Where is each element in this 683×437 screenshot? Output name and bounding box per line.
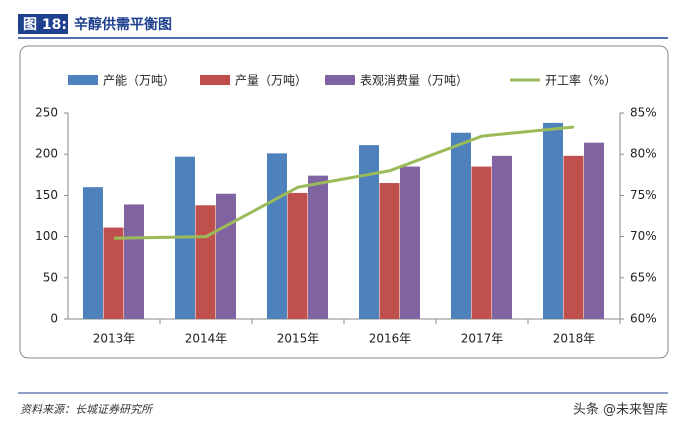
bar: [359, 145, 379, 319]
label-box: [18, 14, 68, 34]
x-tick-label: 2015年: [277, 332, 320, 346]
bar: [216, 193, 236, 319]
y-tick-label: 0: [50, 312, 58, 326]
bar: [287, 192, 308, 319]
y2-tick-label: 75%: [630, 188, 657, 202]
bar: [195, 205, 216, 319]
y-tick-label: 200: [35, 147, 58, 161]
source: 资料来源：长城证券研究所: [20, 403, 154, 416]
bar: [267, 153, 287, 319]
figure-title: 辛醇供需平衡图: [74, 16, 172, 33]
y-tick-label: 150: [35, 188, 58, 202]
watermark: 头条 @未来智库: [573, 402, 668, 418]
figure-label: 图 18:: [23, 17, 67, 33]
legend-label: 产量（万吨）: [235, 74, 307, 88]
bar: [543, 122, 563, 319]
y2-tick-label: 80%: [630, 147, 657, 161]
legend-label: 表观消费量（万吨）: [360, 74, 468, 88]
x-tick-label: 2013年: [93, 332, 136, 346]
legend-label: 产能（万吨）: [103, 74, 175, 88]
legend-label: 开工率（%）: [545, 73, 616, 88]
bar: [471, 166, 492, 319]
bar: [451, 132, 471, 319]
legend-swatch: [68, 75, 98, 85]
bar: [308, 175, 328, 319]
x-tick-label: 2016年: [369, 332, 412, 346]
legend-swatch: [325, 75, 355, 85]
y2-tick-label: 85%: [630, 106, 657, 120]
y2-tick-label: 65%: [630, 270, 657, 284]
bar: [379, 183, 400, 319]
x-tick-label: 2018年: [553, 332, 596, 346]
bar: [563, 155, 584, 319]
y-tick-label: 50: [43, 270, 58, 284]
bar: [124, 204, 144, 319]
bar: [492, 155, 512, 319]
line-series: [113, 125, 575, 240]
bar: [584, 142, 604, 319]
x-tick-label: 2017年: [461, 332, 504, 346]
y2-tick-label: 70%: [630, 229, 657, 243]
bar: [103, 227, 124, 319]
y-tick-label: 100: [35, 229, 58, 243]
y-tick-label: 250: [35, 106, 58, 120]
bar: [400, 166, 420, 319]
x-tick-label: 2014年: [185, 332, 228, 346]
chart-frame: [19, 45, 669, 359]
y2-tick-label: 60%: [630, 312, 657, 326]
bar: [83, 187, 103, 319]
legend-swatch: [200, 75, 230, 85]
